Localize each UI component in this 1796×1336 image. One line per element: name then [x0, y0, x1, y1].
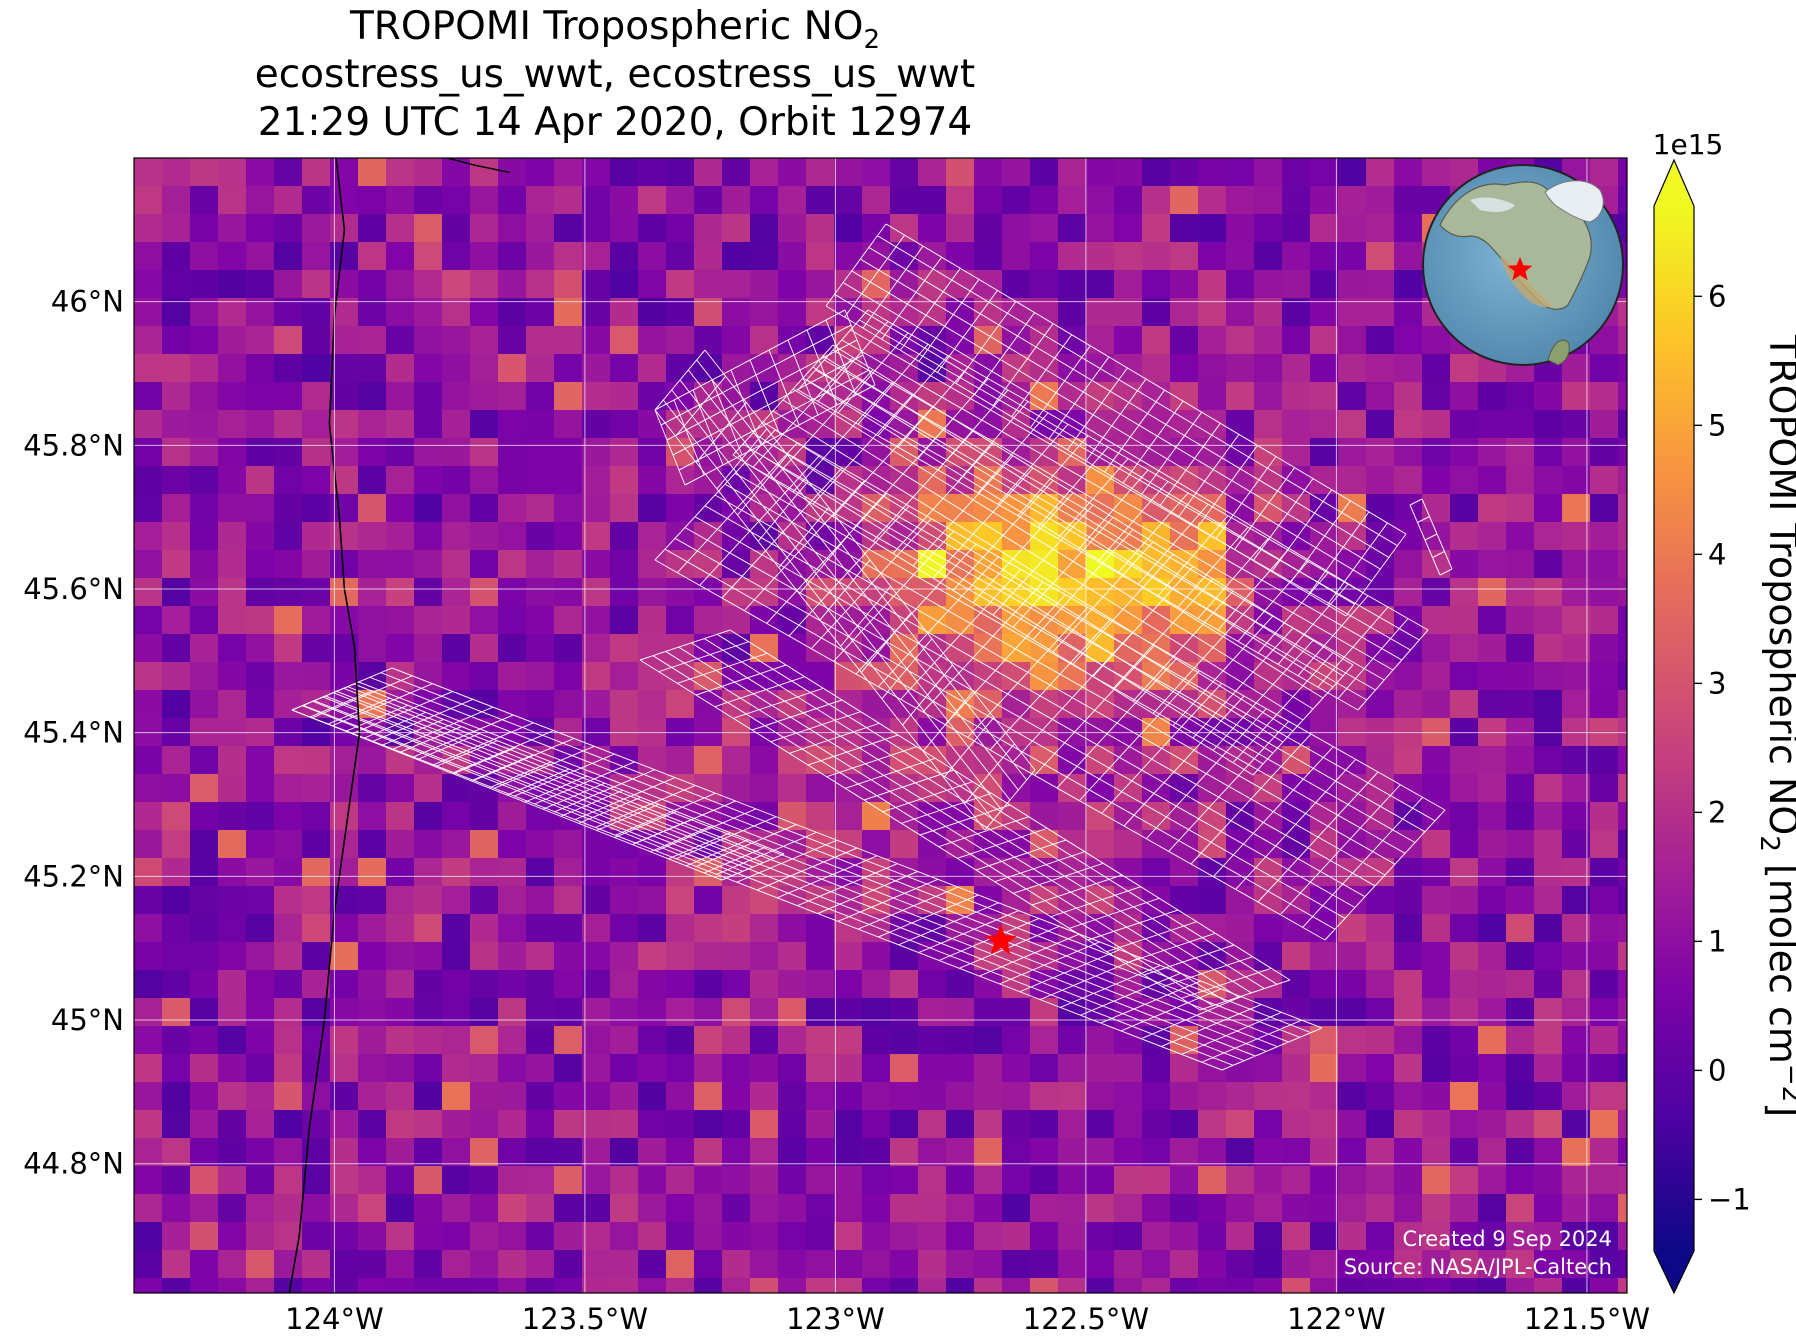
y-tick-label: 45°N: [51, 1003, 124, 1037]
x-tick-label: 123.5°W: [522, 1302, 648, 1336]
globe-star-icon: [1507, 257, 1533, 281]
title-line-1: TROPOMI Tropospheric NO2: [349, 4, 881, 55]
footprint-grid: [639, 629, 1291, 1011]
footprint-grid: [291, 683, 785, 881]
x-tick-label: 123°W: [786, 1302, 885, 1336]
colorbar-tick-label: 2: [1708, 795, 1726, 829]
y-tick-label: 45.8°N: [23, 428, 124, 462]
colorbar-exponent: 1e15: [1653, 128, 1724, 161]
colorbar-ticks: −1 0 1 2 3 4 5 6: [1694, 279, 1751, 1216]
colorbar-gradient: [1654, 206, 1694, 1251]
colorbar-tick-label: 4: [1708, 537, 1726, 571]
y-axis-ticks: 44.8°N 45°N 45.2°N 45.4°N 45.6°N 45.8°N 46°N: [23, 285, 124, 1181]
map-frame: [133, 157, 1628, 1294]
globe-greenland: [1544, 180, 1604, 223]
created-date: Created 9 Sep 2024: [1402, 1227, 1612, 1251]
no2-pixel-field: [134, 158, 1627, 1293]
title-line-3: 21:29 UTC 14 Apr 2020, Orbit 12974: [257, 100, 973, 145]
x-axis-ticks: 124°W 123.5°W 123°W 122.5°W 122°W 121.5°W: [285, 1302, 1650, 1336]
title-line-2: ecostress_us_wwt, ecostress_us_wwt: [254, 52, 976, 97]
colorbar-extend-min: [1654, 1251, 1694, 1293]
source-credit: Source: NASA/JPL-Caltech: [1343, 1255, 1612, 1279]
footprint-grid: [797, 309, 1429, 711]
y-tick-label: 45.2°N: [23, 859, 124, 893]
colorbar-tick-label: −1: [1708, 1182, 1751, 1216]
colorbar-label: TROPOMI Tropospheric NO2 [molec cm−2]: [1754, 334, 1796, 1117]
footprint-grid: [1409, 498, 1453, 576]
colorbar-extend-max: [1654, 160, 1694, 206]
x-tick-label: 122.5°W: [1023, 1302, 1149, 1336]
y-tick-label: 45.6°N: [23, 572, 124, 606]
x-tick-label: 124°W: [285, 1302, 384, 1336]
y-tick-label: 45.4°N: [23, 716, 124, 750]
footprint-grid: [654, 349, 1036, 831]
x-tick-label: 121.5°W: [1524, 1302, 1650, 1336]
colorbar-tick-label: 0: [1708, 1053, 1726, 1087]
y-tick-label: 44.8°N: [23, 1147, 124, 1181]
gridlines: [134, 158, 1627, 1293]
colorbar-tick-label: 5: [1708, 408, 1726, 442]
footprint-grid: [654, 429, 1446, 941]
x-tick-label: 122°W: [1287, 1302, 1386, 1336]
map-axes: 124°W 123.5°W 123°W 122.5°W 122°W 121.5°W 44.…: [23, 157, 1650, 1336]
footprint-grid: [825, 223, 1407, 617]
globe-north-america: [1439, 181, 1592, 310]
target-star-icon: [984, 924, 1017, 955]
inset-globe: [1422, 164, 1624, 366]
coastline: [288, 158, 510, 1293]
footprint-grid: [654, 309, 876, 486]
footprint-grid: [732, 344, 1354, 776]
target-star-marker: [984, 924, 1017, 955]
colorbar: −1 0 1 2 3 4 5 6 1e15 TROPOMI Tropospheric NO2 …: [1653, 128, 1796, 1295]
colorbar-tick-label: 1: [1708, 924, 1726, 958]
colorbar-tick-label: 3: [1708, 666, 1726, 700]
colorbar-outline: [1653, 158, 1695, 1295]
y-tick-label: 46°N: [51, 285, 124, 319]
colorbar-tick-label: 6: [1708, 279, 1726, 313]
globe-south-america: [1547, 339, 1570, 366]
globe-arctic-islands: [1470, 197, 1515, 213]
